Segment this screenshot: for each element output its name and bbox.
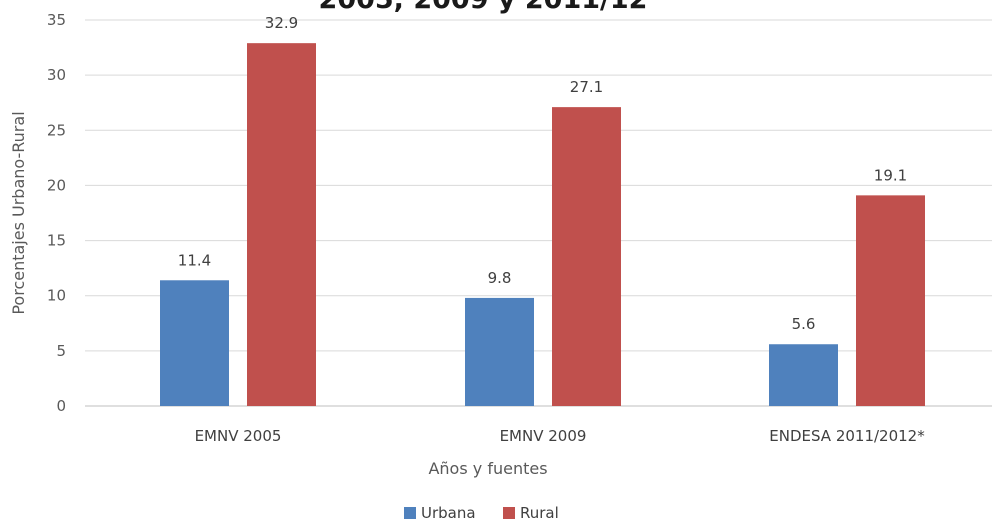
x-axis-title: Años y fuentes — [428, 459, 547, 478]
chart-title: 2005, 2009 y 2011/12 — [319, 0, 648, 15]
bar-urbana — [769, 344, 838, 406]
data-label: 5.6 — [792, 315, 816, 333]
legend-swatch-rural — [503, 507, 515, 519]
x-axis-categories: EMNV 2005 EMNV 2009 ENDESA 2011/2012* — [195, 427, 926, 445]
bar-urbana — [160, 280, 229, 406]
x-category-label: EMNV 2005 — [195, 427, 282, 445]
y-axis-title: Porcentajes Urbano-Rural — [9, 111, 28, 314]
legend-label-urbana: Urbana — [421, 504, 476, 522]
x-category-label: EMNV 2009 — [500, 427, 587, 445]
y-tick-label: 20 — [47, 176, 66, 194]
y-tick-label: 5 — [56, 342, 66, 360]
y-axis-ticks: 0 5 10 15 20 25 30 35 — [47, 11, 66, 415]
data-label: 19.1 — [874, 166, 907, 184]
y-tick-label: 30 — [47, 66, 66, 84]
data-label: 11.4 — [178, 251, 211, 269]
data-labels: 11.4 32.9 9.8 27.1 5.6 19.1 — [178, 14, 907, 333]
y-tick-label: 35 — [47, 11, 66, 29]
legend-label-rural: Rural — [520, 504, 559, 522]
bars — [160, 43, 925, 406]
bar-rural — [856, 195, 925, 406]
bar-rural — [247, 43, 316, 406]
data-label: 32.9 — [265, 14, 298, 32]
bar-rural — [552, 107, 621, 406]
y-tick-label: 15 — [47, 232, 66, 250]
x-category-label: ENDESA 2011/2012* — [769, 427, 925, 445]
y-tick-label: 25 — [47, 121, 66, 139]
gridlines — [85, 19, 992, 407]
data-label: 27.1 — [570, 78, 603, 96]
y-tick-label: 10 — [47, 287, 66, 305]
bar-urbana — [465, 297, 534, 406]
y-tick-label: 0 — [56, 397, 66, 415]
legend: Urbana Rural — [404, 504, 559, 522]
data-label: 9.8 — [488, 269, 512, 287]
legend-swatch-urbana — [404, 507, 416, 519]
